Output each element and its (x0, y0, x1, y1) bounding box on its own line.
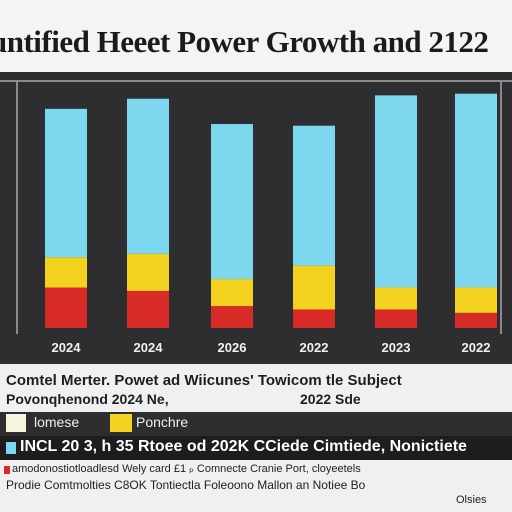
footer-line-1-bg (0, 436, 512, 460)
legend-swatch-white (6, 414, 26, 432)
legend-line-2: Povonqhenond 2024 Ne, (6, 391, 169, 407)
bar-2-segment-1 (127, 290, 169, 328)
footer-line-4: Olsies (456, 494, 487, 506)
bar-4-segment-2 (293, 265, 335, 310)
legend-swatch-yellow (110, 414, 132, 432)
title-bar: untified Heeet Power Growth and 2122 (0, 0, 512, 72)
bar-5-segment-3 (375, 95, 417, 288)
bar-3-segment-2 (211, 279, 253, 307)
footer-line-3: Prodie Comtmolties C8OK Tontiectla Foleo… (6, 478, 366, 492)
chart-frame (16, 82, 502, 334)
bar-chart: 2024 2024 2026 2022 2023 2022 (45, 93, 497, 355)
bar-1-segment-2 (45, 257, 87, 288)
bar-3-segment-1 (211, 306, 253, 328)
bar-2-segment-2 (127, 253, 169, 291)
bar-4-segment-3 (293, 125, 335, 266)
legend-line-1: Comtel Merter. Powet ad Wiicunes' Towico… (6, 372, 402, 389)
legend-item-2-label: Ponchre (136, 414, 189, 430)
x-tick-label-2: 2024 (134, 340, 164, 355)
legend-items-row (0, 412, 512, 436)
bar-6-segment-1 (455, 312, 497, 328)
bar-6-segment-3 (455, 93, 497, 288)
footer-panel (0, 460, 512, 512)
bar-1-segment-3 (45, 108, 87, 258)
bar-5-segment-2 (375, 287, 417, 310)
x-tick-label-6: 2022 (462, 340, 491, 355)
x-tick-label-1: 2024 (52, 340, 82, 355)
bar-2-segment-3 (127, 98, 169, 254)
legend-item-1-label: lomese (34, 414, 80, 430)
x-tick-label-5: 2023 (382, 340, 411, 355)
title-divider (0, 80, 512, 82)
x-tick-label-3: 2026 (218, 340, 247, 355)
bar-1-segment-1 (45, 287, 87, 328)
footer-line-2: amodonostiotloadlesd Wely card £1 ₚ Comn… (12, 463, 361, 475)
footer-marker-cyan (6, 442, 16, 454)
bar-3-segment-3 (211, 124, 253, 280)
footer-marker-red (4, 466, 10, 474)
legend-line-2-right: 2022 Sde (300, 391, 361, 407)
bar-4-segment-1 (293, 309, 335, 328)
legend-panel (0, 364, 512, 414)
x-tick-label-4: 2022 (300, 340, 329, 355)
bar-5-segment-1 (375, 309, 417, 328)
footer-line-1: INCL 20 3, h 35 Rtoee od 202K CCiede Cim… (20, 438, 467, 455)
chart-title: untified Heeet Power Growth and 2122 (0, 24, 489, 59)
bar-6-segment-2 (455, 287, 497, 313)
